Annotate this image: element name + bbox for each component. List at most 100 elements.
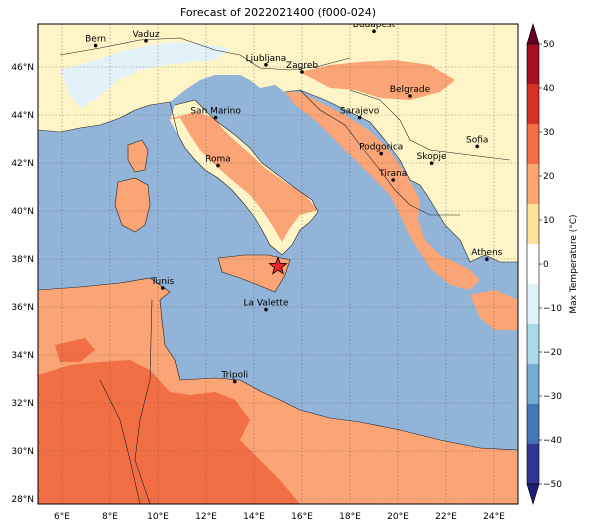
lat-tick-label: 30°N bbox=[11, 447, 34, 457]
city-dot bbox=[372, 29, 376, 33]
city-label: Tirana bbox=[378, 169, 407, 179]
colorbar-tick-label: −20 bbox=[543, 348, 562, 358]
city-dot bbox=[379, 151, 384, 156]
city-dot bbox=[408, 94, 412, 98]
desert-warm-zone bbox=[38, 360, 300, 504]
city-dot bbox=[233, 379, 237, 384]
lat-tick-label: 34°N bbox=[11, 351, 34, 361]
city-label: Zagreb bbox=[286, 61, 318, 71]
city-dot bbox=[213, 115, 218, 120]
colorbar-segment bbox=[527, 364, 539, 405]
colorbar-label: Max Temperature (°C) bbox=[569, 214, 579, 313]
city-dot bbox=[93, 43, 98, 48]
colorbar: 50 40 30 20 10 0 −10 −20 −30 −40 −50 Max Temperatu… bbox=[526, 22, 579, 506]
colorbar-segment bbox=[527, 204, 539, 245]
italy-warm-band bbox=[165, 112, 318, 242]
city-label: Skopje bbox=[417, 152, 447, 162]
city-dot bbox=[391, 178, 396, 182]
lon-tick-label: 8°E bbox=[102, 512, 118, 522]
lon-tick-label: 14°E bbox=[243, 512, 265, 522]
colorbar-tick-label: −50 bbox=[543, 480, 562, 490]
country-borders bbox=[38, 37, 518, 504]
colorbar-tick-label: 20 bbox=[543, 172, 555, 182]
colorbar-tick-labels: 50 40 30 20 10 0 −10 −20 −30 −40 −50 bbox=[539, 40, 562, 490]
lon-tick-label: 18°E bbox=[339, 512, 361, 522]
city-label: Budapest bbox=[353, 20, 396, 30]
lon-tick-label: 12°E bbox=[195, 512, 217, 522]
longitude-tick-labels: 6°E 8°E 10°E 12°E 14°E 16°E 18°E 20°E 22°E 24°E bbox=[54, 512, 505, 522]
city-label: Podgorica bbox=[359, 143, 403, 153]
lat-tick-label: 42°N bbox=[11, 159, 34, 169]
colorbar-tick-label: −30 bbox=[543, 392, 562, 402]
gridlines bbox=[38, 24, 518, 504]
city-label: Tripoli bbox=[220, 371, 248, 381]
colorbar-segment bbox=[527, 44, 539, 85]
city-dot bbox=[161, 286, 165, 290]
city-dot bbox=[475, 144, 480, 149]
lat-tick-label: 38°N bbox=[11, 255, 34, 265]
city-dot bbox=[429, 161, 434, 165]
lon-tick-label: 20°E bbox=[387, 512, 409, 522]
colorbar-tick-label: 40 bbox=[543, 84, 555, 94]
corsica bbox=[128, 140, 148, 172]
gabes-warm-zone bbox=[55, 338, 95, 362]
city-label: Ljubljana bbox=[246, 54, 287, 64]
colorbar-segment bbox=[527, 284, 539, 325]
map-title: Forecast of 2022021400 (f000-024) bbox=[179, 6, 377, 19]
city-dot bbox=[357, 115, 362, 120]
city-label: La Valette bbox=[244, 299, 289, 309]
colorbar-tick-label: −40 bbox=[543, 436, 562, 446]
city-label: Sarajevo bbox=[340, 107, 380, 117]
city-dot bbox=[144, 39, 148, 43]
colorbar-segments bbox=[527, 44, 539, 485]
city-label: Tunis bbox=[150, 277, 174, 287]
city-dot bbox=[216, 163, 220, 168]
lon-tick-label: 16°E bbox=[291, 512, 313, 522]
hungary-warm bbox=[300, 60, 455, 100]
colorbar-segment bbox=[527, 164, 539, 205]
lat-tick-label: 44°N bbox=[11, 111, 34, 121]
alps-cold-zone bbox=[60, 42, 230, 108]
city-label: San Marino bbox=[190, 107, 241, 117]
lat-tick-label: 40°N bbox=[11, 207, 34, 217]
colorbar-tick-label: 30 bbox=[543, 128, 555, 138]
colorbar-segment bbox=[527, 124, 539, 165]
colorbar-segment bbox=[527, 324, 539, 365]
city-label: Belgrade bbox=[390, 85, 431, 95]
colorbar-segment bbox=[527, 84, 539, 125]
colorbar-segment bbox=[527, 444, 539, 485]
colorbar-segment bbox=[527, 244, 539, 285]
lon-tick-label: 10°E bbox=[147, 512, 169, 522]
colorbar-top-arrow bbox=[526, 22, 540, 45]
city-dot bbox=[264, 63, 268, 67]
colorbar-bottom-arrow bbox=[526, 483, 540, 506]
colorbar-tick-label: 50 bbox=[543, 40, 555, 50]
lat-tick-label: 36°N bbox=[11, 303, 34, 313]
colorbar-segment bbox=[527, 404, 539, 445]
lat-tick-label: 46°N bbox=[11, 63, 34, 73]
colorbar-tick-label: −10 bbox=[543, 304, 562, 314]
city-label: Roma bbox=[205, 155, 231, 165]
city-dot bbox=[300, 70, 304, 74]
star-marker-icon[interactable] bbox=[268, 256, 288, 275]
city-label: Athens bbox=[471, 248, 502, 258]
sardinia bbox=[115, 178, 150, 232]
latitude-tick-labels: 28°N 30°N 32°N 34°N 36°N 38°N 40°N 42°N 44°N 46°N bbox=[11, 63, 34, 505]
city-label: Vaduz bbox=[132, 30, 159, 40]
lon-tick-label: 6°E bbox=[54, 512, 70, 522]
city-label: Bern bbox=[85, 35, 106, 45]
lat-tick-label: 28°N bbox=[11, 495, 34, 505]
greece-islands-warm bbox=[470, 290, 518, 330]
city-dot bbox=[264, 307, 268, 312]
colorbar-tick-label: 0 bbox=[543, 260, 549, 270]
lon-tick-label: 24°E bbox=[483, 512, 505, 522]
city-label: Sofia bbox=[466, 135, 488, 145]
balkan-coast-warm bbox=[285, 92, 480, 290]
lat-tick-label: 32°N bbox=[11, 399, 34, 409]
city-dot bbox=[485, 257, 489, 262]
map-frame bbox=[37, 23, 519, 505]
lon-tick-label: 22°E bbox=[435, 512, 457, 522]
